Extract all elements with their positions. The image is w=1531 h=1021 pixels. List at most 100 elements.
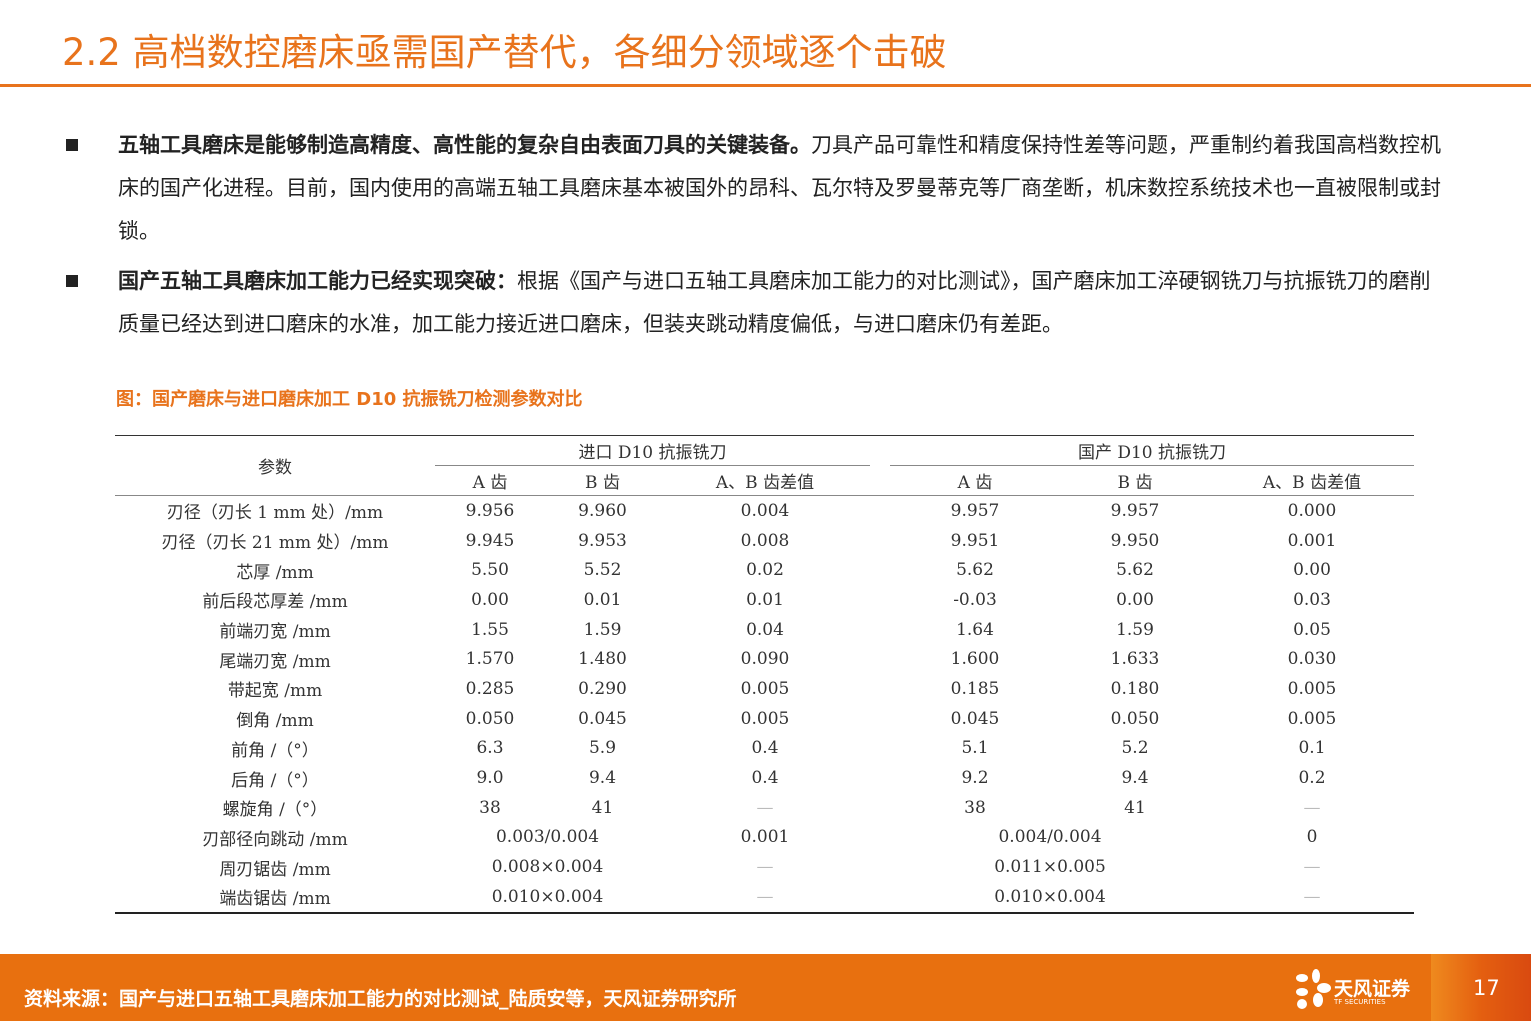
table-cell: 1.59 [1116, 619, 1154, 640]
spacer-cell [870, 704, 890, 734]
table-cell: 0.005 [740, 678, 790, 699]
logo-text-en: TF SECURITIES [1334, 998, 1386, 1006]
bullet-square-icon [66, 275, 78, 287]
param-cell: 尾端刃宽 /mm [219, 651, 331, 672]
sub-header: B 齿 [1060, 465, 1210, 496]
table-cell: 0.050 [465, 708, 515, 729]
spacer-cell [870, 555, 890, 585]
table-cell: 0.090 [740, 649, 790, 670]
table-cell: 5.50 [471, 560, 509, 581]
spacer-cell [870, 852, 890, 882]
table-cell: 9.2 [961, 768, 989, 789]
table-cell: 1.59 [583, 619, 622, 640]
spacer-cell [870, 526, 890, 556]
table-cell: 1.480 [578, 649, 627, 670]
spacer-cell [870, 793, 890, 823]
spacer-cell [870, 585, 890, 615]
table-cell: — [1210, 881, 1414, 914]
table-cell: 9.0 [476, 768, 504, 789]
table-cell: 38 [964, 797, 986, 818]
table-cell: — [660, 881, 870, 914]
table-row: 刃径（刃长 1 mm 处）/mm 9.956 9.960 0.004 9.957 9.95… [115, 496, 1414, 526]
sub-header: A、B 齿差值 [1210, 465, 1414, 496]
table-cell: — [1303, 797, 1321, 818]
table-row: 芯厚 /mm 5.50 5.52 0.02 5.62 5.62 0.00 [115, 555, 1414, 585]
table-cell: 5.9 [588, 738, 617, 759]
table-cell: 0.00 [1293, 560, 1331, 581]
table-row: 倒角 /mm 0.050 0.045 0.005 0.045 0.050 0.005 [115, 704, 1414, 734]
param-cell: 周刃锯齿 /mm [219, 859, 331, 880]
table-row: 刃径（刃长 21 mm 处）/mm 9.945 9.953 0.008 9.951 9.9… [115, 526, 1414, 556]
table-row: 尾端刃宽 /mm 1.570 1.480 0.090 1.600 1.633 0.030 [115, 644, 1414, 674]
table-cell: 0.001 [1287, 530, 1337, 551]
bullet-2: 国产五轴工具磨床加工能力已经实现突破：根据《国产与进口五轴工具磨床加工能力的对比… [66, 260, 1446, 346]
param-cell: 前端刃宽 /mm [219, 622, 331, 643]
table-cell: 0 [1306, 827, 1318, 848]
table-cell: 0.185 [950, 678, 1000, 699]
table-cell: — [1303, 857, 1321, 878]
table-cell: 0.000 [1287, 500, 1337, 521]
table-cell: 1.55 [471, 619, 509, 640]
title-divider [0, 84, 1531, 87]
table-cell: 0.003/0.004 [495, 827, 600, 848]
table-cell: 0.1 [1298, 738, 1326, 759]
table-row: 刃部径向跳动 /mm 0.003/0.004 0.001 0.004/0.004 0 [115, 823, 1414, 853]
table-cell: 5.2 [1121, 738, 1149, 759]
sub-header: A、B 齿差值 [660, 465, 870, 496]
table-cell: 9.957 [950, 500, 1000, 521]
table-cell: — [756, 857, 774, 878]
spacer-cell [870, 734, 890, 764]
param-cell: 端齿锯齿 /mm [115, 881, 435, 914]
table-row: 前端刃宽 /mm 1.55 1.59 0.04 1.64 1.59 0.05 [115, 615, 1414, 645]
param-cell: 带起宽 /mm [227, 681, 323, 702]
table-cell: 0.01 [746, 589, 784, 610]
table-cell: 1.633 [1110, 649, 1160, 670]
spacer-cell [870, 644, 890, 674]
figure-caption: 图：国产磨床与进口磨床加工 D10 抗振铣刀检测参数对比 [116, 389, 583, 410]
table-cell: 0.001 [740, 827, 790, 848]
table-cell: -0.03 [953, 589, 997, 610]
table-cell: 0.030 [1287, 649, 1337, 670]
bullet-1: 五轴工具磨床是能够制造高精度、高性能的复杂自由表面刀具的关键装备。刀具产品可靠性… [66, 124, 1446, 253]
table-cell: 0.008 [740, 530, 790, 551]
source-note: 资料来源：国产与进口五轴工具磨床加工能力的对比测试_陆质安等，天风证券研究所 [24, 988, 737, 1010]
param-cell: 前角 /（°） [231, 740, 319, 761]
table-cell: 9.4 [588, 768, 617, 789]
param-cell: 倒角 /mm [236, 711, 314, 732]
table-cell: 5.62 [1116, 560, 1154, 581]
table-row: 带起宽 /mm 0.285 0.290 0.005 0.185 0.180 0.005 [115, 674, 1414, 704]
logo-text-cn: 天风证券 [1334, 978, 1411, 1000]
table-cell: 0.290 [578, 678, 627, 699]
table-cell: 0.2 [1298, 768, 1326, 789]
table-cell: 5.52 [583, 560, 622, 581]
company-logo: 天风证券 TF SECURITIES [1292, 968, 1412, 1012]
param-cell: 刃部径向跳动 /mm [202, 829, 348, 850]
page-title: 2.2 高档数控磨床亟需国产替代，各细分领域逐个击破 [62, 31, 947, 74]
table-cell: 0.01 [583, 589, 622, 610]
param-header: 参数 [115, 435, 435, 496]
table-cell: 0.04 [746, 619, 784, 640]
param-cell: 刃径（刃长 21 mm 处）/mm [161, 533, 389, 554]
table-row: 端齿锯齿 /mm 0.010×0.004—0.010×0.004— [115, 881, 1414, 914]
table-cell: 6.3 [476, 738, 504, 759]
param-cell: 螺旋角 /（°） [222, 800, 328, 821]
table-row: 周刃锯齿 /mm 0.008×0.004 — 0.011×0.005 — [115, 852, 1414, 882]
spacer-cell [870, 674, 890, 704]
table-cell: 0.005 [740, 708, 790, 729]
table-cell: 5.1 [961, 738, 989, 759]
sub-header: A 齿 [890, 465, 1060, 496]
bullet-bold: 五轴工具磨床是能够制造高精度、高性能的复杂自由表面刀具的关键装备。 [118, 133, 811, 157]
table-cell: 0.045 [578, 708, 627, 729]
bullet-text: 刀具产品可靠性和精度保持性差等问题，严重制约着我国高档数控机床的国产化进程。目前… [118, 133, 1441, 243]
comparison-table: 参数 进口 D10 抗振铣刀 国产 D10 抗振铣刀 A 齿 B 齿 A、B 齿… [115, 435, 1414, 914]
param-cell: 芯厚 /mm [236, 562, 314, 583]
bullet-bold: 国产五轴工具磨床加工能力已经实现突破： [118, 269, 517, 293]
table-cell: 0.285 [465, 678, 515, 699]
table-cell: 0.010×0.004 [890, 881, 1210, 914]
param-cell: 刃径（刃长 1 mm 处）/mm [166, 503, 384, 524]
table-cell: 0.180 [1110, 678, 1160, 699]
table-cell: 9.953 [578, 530, 627, 551]
table-cell: 41 [1124, 797, 1146, 818]
table-cell: 9.951 [950, 530, 1000, 551]
table-cell: 0.011×0.005 [994, 857, 1106, 878]
